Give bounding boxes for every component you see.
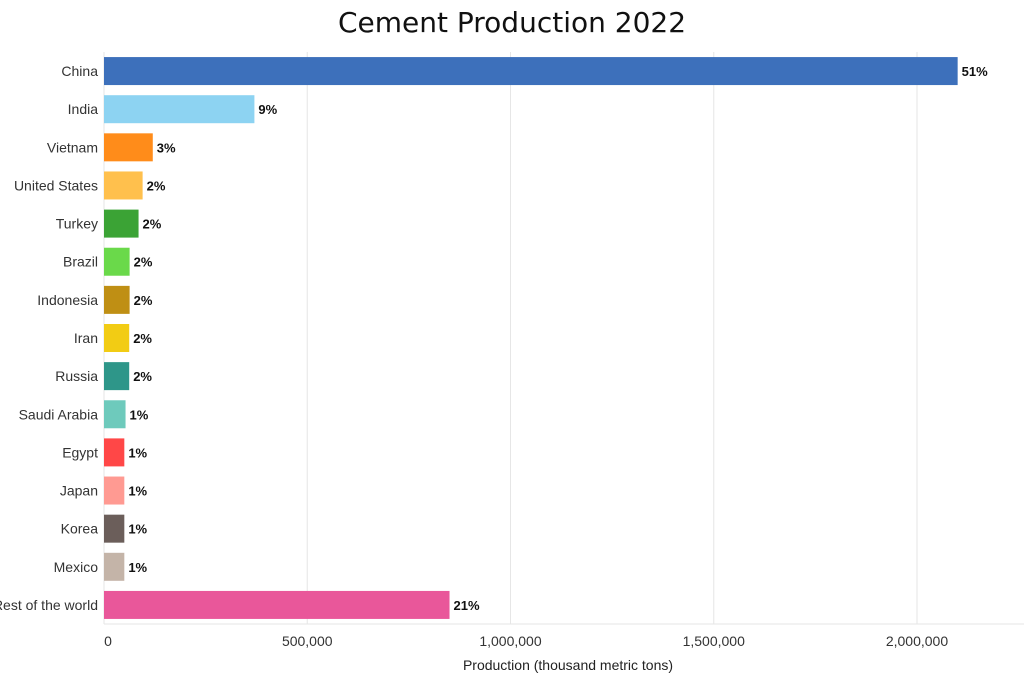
category-label: Turkey (56, 216, 98, 232)
value-label: 2% (134, 255, 153, 270)
x-tick-label: 2,000,000 (886, 633, 948, 649)
chart-title: Cement Production 2022 (337, 6, 687, 39)
value-label: 9% (258, 102, 277, 117)
category-label: United States (14, 177, 98, 193)
bar (104, 324, 130, 352)
category-label: Saudi Arabia (19, 406, 99, 422)
category-label: Brazil (63, 254, 98, 270)
category-label: Korea (61, 521, 99, 537)
category-label: Indonesia (37, 292, 98, 308)
category-label: Russia (55, 368, 98, 384)
value-label: 1% (130, 407, 149, 422)
value-label: 1% (128, 445, 147, 460)
bar (104, 438, 125, 467)
x-tick-label: 0 (104, 633, 112, 649)
value-label: 21% (454, 598, 480, 613)
category-label: Rest of the world (0, 597, 98, 613)
bar (104, 171, 143, 200)
category-label: India (68, 101, 99, 117)
bar (104, 590, 450, 619)
value-label: 1% (128, 560, 147, 575)
grid-lines (103, 52, 1024, 625)
x-tick-label: 1,000,000 (479, 633, 541, 649)
category-label: Vietnam (47, 139, 98, 155)
bar (104, 514, 125, 543)
x-axis-title: Production (thousand metric tons) (463, 657, 673, 673)
bar (104, 400, 126, 429)
bars (104, 57, 958, 619)
category-label: Egypt (62, 444, 98, 460)
category-label: Japan (60, 483, 98, 499)
value-label: 2% (133, 331, 152, 346)
category-label: Iran (74, 330, 98, 346)
x-tick-label: 500,000 (282, 633, 333, 649)
value-label: 1% (128, 484, 147, 499)
bar (104, 476, 125, 505)
bar (104, 552, 125, 581)
labels: 0 500,000 1,000,000 1,500,000 2,000,000 China… (0, 63, 988, 649)
bar (104, 95, 255, 124)
value-label: 2% (134, 293, 153, 308)
bar (104, 362, 130, 391)
category-label: China (61, 63, 98, 79)
bar (104, 133, 153, 162)
bar (104, 209, 139, 238)
value-label: 1% (128, 522, 147, 537)
bar (104, 247, 130, 276)
value-label: 2% (133, 369, 152, 384)
category-label: Mexico (54, 559, 99, 575)
bar (104, 285, 130, 314)
x-tick-label: 1,500,000 (683, 633, 745, 649)
value-label: 2% (143, 217, 162, 232)
value-label: 3% (157, 140, 176, 155)
value-label: 2% (147, 178, 166, 193)
bar (104, 57, 958, 86)
value-label: 51% (962, 64, 988, 79)
